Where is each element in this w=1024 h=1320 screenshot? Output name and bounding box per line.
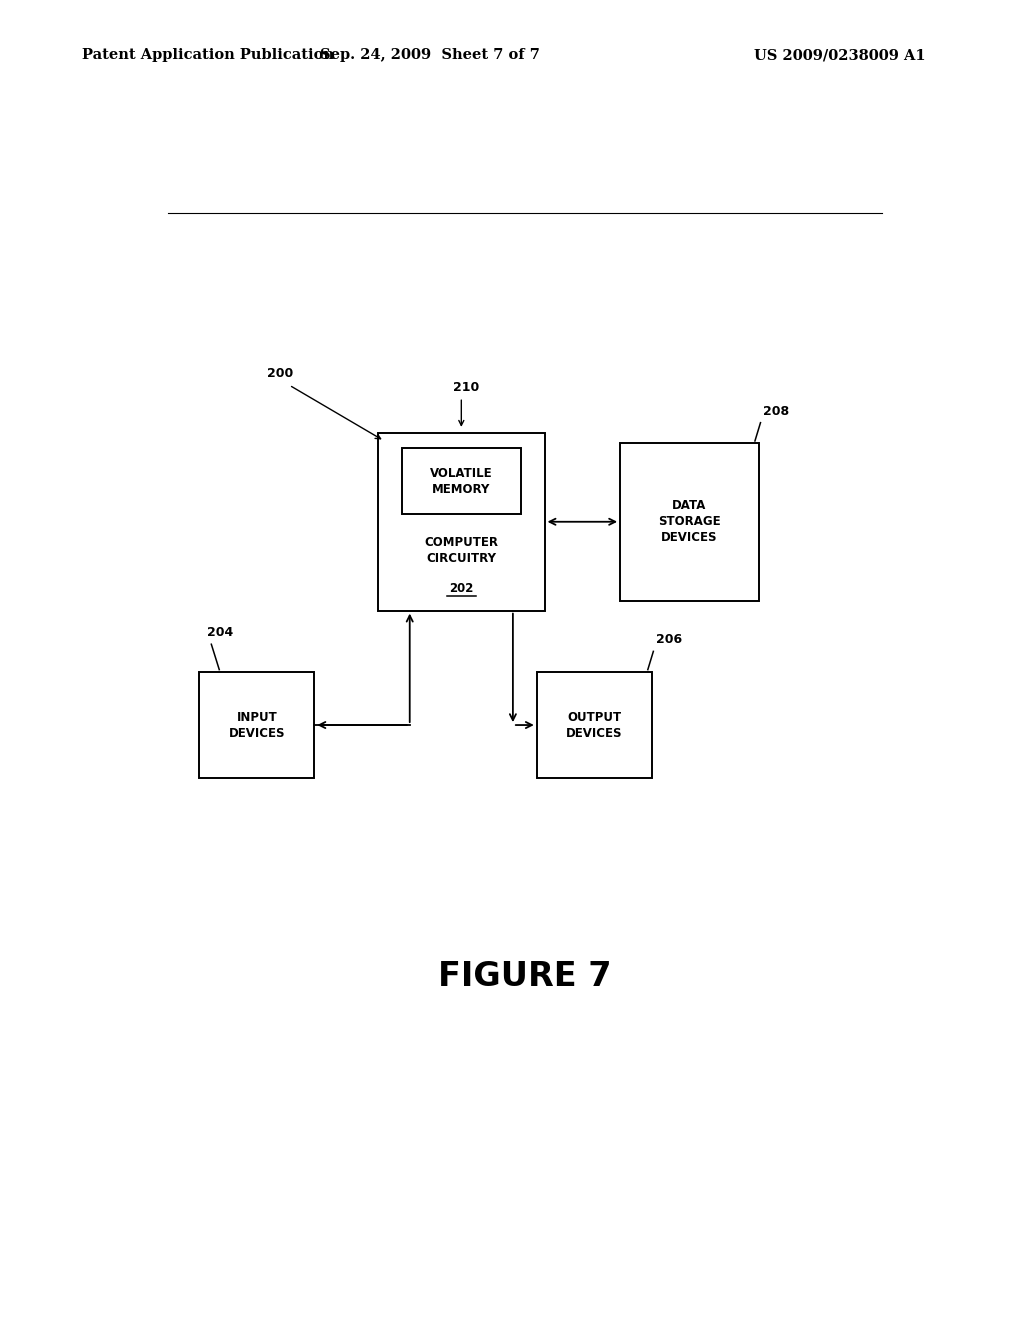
Text: 206: 206 [655,634,682,647]
Text: COMPUTER
CIRCUITRY: COMPUTER CIRCUITRY [424,536,499,565]
Text: 200: 200 [267,367,293,380]
Bar [537,672,651,779]
Text: VOLATILE
MEMORY: VOLATILE MEMORY [430,466,493,495]
Text: INPUT
DEVICES: INPUT DEVICES [228,710,286,739]
Text: OUTPUT
DEVICES: OUTPUT DEVICES [566,710,623,739]
Text: FIGURE 7: FIGURE 7 [438,960,611,993]
Text: 202: 202 [450,582,473,595]
Bar [378,433,545,611]
Bar [200,672,314,779]
Text: 210: 210 [454,381,479,395]
Text: Sep. 24, 2009  Sheet 7 of 7: Sep. 24, 2009 Sheet 7 of 7 [321,49,540,62]
Text: DATA
STORAGE
DEVICES: DATA STORAGE DEVICES [658,499,721,544]
Text: 204: 204 [207,626,233,639]
Bar [620,444,759,601]
Text: 208: 208 [763,405,790,417]
Bar [401,447,521,515]
Text: US 2009/0238009 A1: US 2009/0238009 A1 [754,49,926,62]
Text: Patent Application Publication: Patent Application Publication [82,49,334,62]
